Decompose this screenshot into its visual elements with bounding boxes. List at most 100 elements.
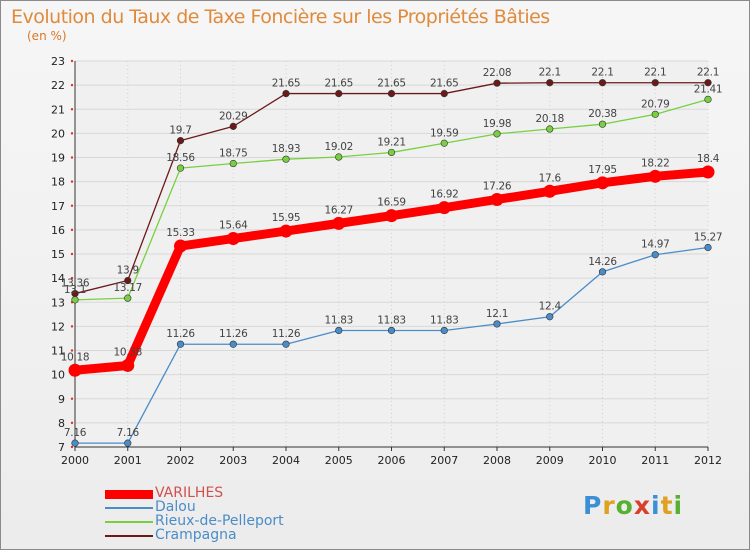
y-tick-label: 15	[51, 248, 65, 261]
data-label-rieux-de-pelleport: 18.75	[219, 148, 248, 160]
y-tick-mark	[70, 421, 74, 425]
data-label-rieux-de-pelleport: 21.41	[694, 83, 723, 95]
data-label-dalou: 14.97	[641, 239, 670, 251]
data-label-crampagna: 13.36	[61, 278, 90, 290]
x-tick-label: 2011	[641, 454, 669, 467]
data-label-dalou: 12.1	[486, 308, 508, 320]
x-tick-label: 2008	[483, 454, 511, 467]
data-point-crampagna	[440, 89, 448, 98]
legend-item: Dalou	[105, 499, 365, 515]
data-label-crampagna: 19.7	[169, 125, 191, 137]
y-tick-label: 9	[58, 393, 65, 406]
data-point-dalou	[71, 439, 79, 447]
y-tick-mark	[70, 83, 74, 87]
data-point-rieux-de-pelleport	[651, 110, 659, 118]
data-point-rieux-de-pelleport	[440, 139, 448, 147]
data-label-dalou: 7.16	[117, 427, 140, 439]
data-point-rieux-de-pelleport	[124, 294, 132, 302]
y-tick-mark	[70, 204, 74, 207]
data-label-varilhes: 16.27	[324, 204, 353, 216]
y-tick-label: 23	[51, 55, 65, 68]
data-point-rieux-de-pelleport	[493, 130, 501, 138]
legend-label: Dalou	[155, 499, 196, 515]
data-point-crampagna	[598, 79, 607, 87]
legend-swatch	[105, 535, 153, 537]
y-tick-label: 11	[51, 345, 65, 358]
legend-item: Crampagna	[105, 527, 365, 543]
x-tick-label: 2010	[589, 454, 617, 467]
data-label-varilhes: 18.22	[641, 157, 670, 169]
y-tick-mark	[70, 108, 74, 111]
y-tick-label: 20	[51, 127, 65, 140]
data-point-dalou	[335, 326, 343, 335]
y-tick-mark	[70, 397, 74, 400]
data-label-rieux-de-pelleport: 13.1	[64, 284, 86, 296]
data-label-rieux-de-pelleport: 19.59	[430, 127, 459, 139]
legend-item: VARILHES	[105, 485, 365, 501]
data-label-crampagna: 13.9	[117, 265, 139, 277]
data-point-varilhes	[279, 224, 293, 238]
data-point-rieux-de-pelleport	[704, 95, 712, 103]
data-point-varilhes	[121, 358, 135, 372]
data-point-crampagna	[493, 79, 501, 87]
data-point-varilhes	[648, 169, 662, 183]
logo-letter: r	[602, 491, 616, 520]
data-label-varilhes: 17.6	[539, 172, 562, 184]
legend-swatch	[105, 507, 153, 509]
y-tick-label: 12	[51, 320, 65, 333]
data-point-dalou	[598, 268, 607, 276]
y-tick-mark	[70, 180, 74, 183]
data-label-varilhes: 15.64	[219, 220, 248, 232]
x-tick-label: 2001	[114, 454, 142, 467]
data-point-rieux-de-pelleport	[229, 159, 237, 168]
data-point-crampagna	[704, 79, 712, 87]
data-point-crampagna	[335, 89, 343, 98]
y-tick-label: 19	[51, 152, 65, 165]
legend-label: Rieux-de-Pelleport	[155, 513, 284, 529]
logo-letter: P	[583, 491, 603, 520]
data-point-varilhes	[68, 363, 82, 377]
y-tick-mark	[70, 59, 74, 63]
data-point-varilhes	[385, 209, 398, 223]
data-label-dalou: 11.26	[166, 328, 195, 340]
data-point-dalou	[493, 320, 501, 328]
y-tick-label: 22	[51, 79, 65, 92]
data-label-dalou: 7.16	[64, 427, 87, 439]
data-point-dalou	[387, 326, 396, 335]
data-label-crampagna: 22.1	[697, 67, 719, 79]
data-point-crampagna	[651, 79, 659, 87]
data-label-dalou: 11.83	[324, 314, 353, 326]
y-tick-label: 18	[51, 176, 65, 189]
y-tick-mark	[70, 252, 74, 256]
data-point-crampagna	[229, 122, 237, 130]
data-point-rieux-de-pelleport	[387, 148, 396, 157]
y-tick-label: 7	[58, 441, 65, 454]
data-label-dalou: 12.4	[539, 301, 562, 313]
data-label-crampagna: 22.1	[644, 67, 666, 79]
data-label-rieux-de-pelleport: 20.38	[588, 108, 617, 120]
data-point-dalou	[440, 326, 448, 335]
data-point-rieux-de-pelleport	[71, 296, 79, 304]
data-label-dalou: 15.27	[694, 231, 723, 243]
data-label-rieux-de-pelleport: 19.98	[483, 118, 512, 130]
data-point-crampagna	[282, 89, 290, 98]
data-label-rieux-de-pelleport: 13.17	[113, 282, 142, 294]
chart-subtitle: (en %)	[27, 29, 67, 43]
data-label-rieux-de-pelleport: 18.93	[272, 143, 301, 155]
data-point-crampagna	[387, 89, 396, 98]
data-label-dalou: 14.26	[588, 256, 617, 268]
data-point-varilhes	[437, 201, 451, 215]
data-label-varilhes: 10.18	[61, 351, 90, 363]
x-tick-label: 2004	[272, 454, 300, 467]
y-tick-label: 17	[51, 200, 65, 213]
legend-label: Crampagna	[155, 527, 237, 543]
data-point-crampagna	[176, 137, 185, 145]
chart-title: Evolution du Taux de Taxe Foncière sur l…	[11, 6, 550, 28]
data-point-dalou	[124, 439, 132, 447]
data-point-varilhes	[332, 216, 346, 230]
logo-letter: i	[673, 491, 684, 520]
data-label-varilhes: 15.33	[166, 227, 195, 239]
logo-letter: t	[660, 491, 674, 520]
data-point-crampagna	[546, 79, 554, 87]
